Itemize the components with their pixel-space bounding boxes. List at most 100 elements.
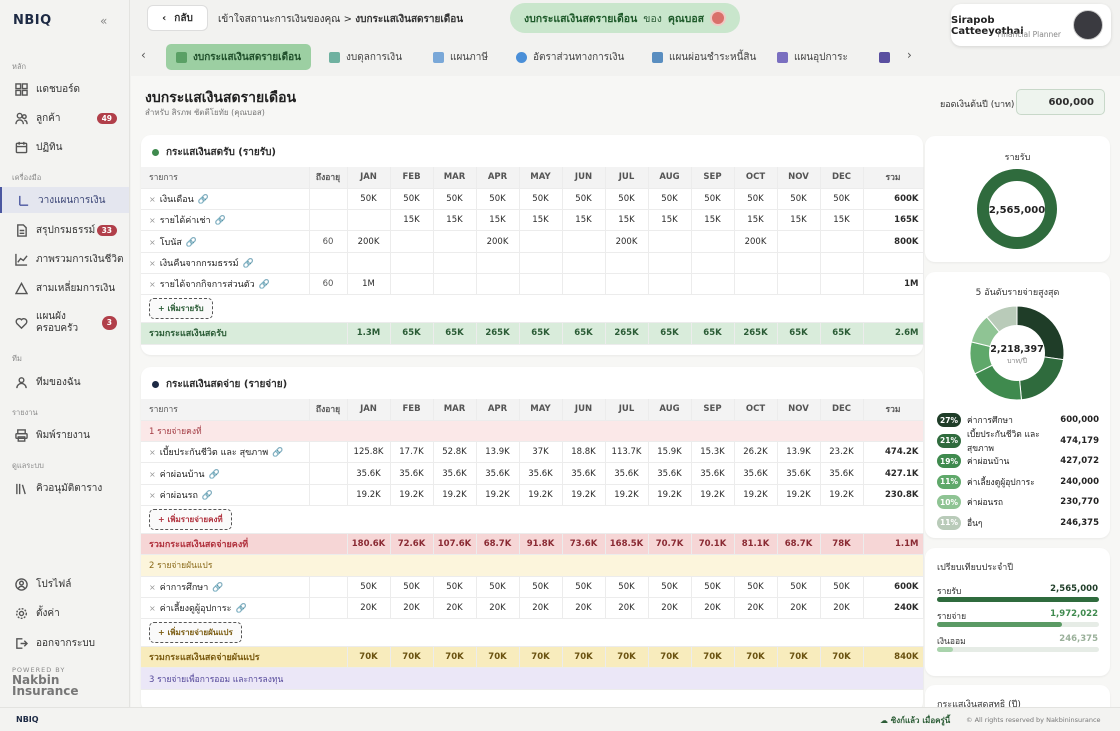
remove-icon[interactable]: × xyxy=(149,490,156,500)
month-cell[interactable]: 50K xyxy=(820,576,864,598)
month-cell[interactable] xyxy=(777,230,821,253)
month-cell[interactable]: 20K xyxy=(476,597,520,620)
back-button[interactable]: ‹ กลับ xyxy=(147,5,208,31)
month-cell[interactable] xyxy=(433,230,477,253)
link-icon[interactable]: 🔗 xyxy=(258,280,270,291)
sidebar-item-customers[interactable]: ลูกค้า 49 xyxy=(0,105,129,131)
month-cell[interactable]: 15K xyxy=(648,209,692,232)
month-cell[interactable]: 200K xyxy=(476,230,520,253)
remove-icon[interactable]: × xyxy=(149,604,156,614)
month-cell[interactable]: 26.2K xyxy=(734,441,778,464)
row-label[interactable]: ค่าเลี้ยงดูผู้อุปการะ xyxy=(159,604,232,615)
month-cell[interactable] xyxy=(390,252,434,274)
month-cell[interactable]: 50K xyxy=(605,576,649,598)
month-cell[interactable]: 15K xyxy=(562,209,606,232)
chevron-left-icon[interactable]: ‹ xyxy=(141,48,146,62)
remove-icon[interactable]: × xyxy=(149,582,156,592)
month-cell[interactable]: 19.2K xyxy=(605,484,649,506)
month-cell[interactable]: 50K xyxy=(648,576,692,598)
chevrons-left-icon[interactable]: « xyxy=(100,14,108,28)
link-icon[interactable]: 🔗 xyxy=(212,582,224,593)
sidebar-item-family-tree[interactable]: แผนผัง ครอบครัว 3 xyxy=(0,306,129,340)
month-cell[interactable]: 50K xyxy=(390,576,434,598)
remove-icon[interactable]: × xyxy=(149,448,156,458)
month-cell[interactable]: 19.2K xyxy=(820,484,864,506)
row-label[interactable]: รายได้ค่าเช่า xyxy=(159,216,211,227)
age-cell[interactable] xyxy=(309,188,348,211)
month-cell[interactable]: 19.2K xyxy=(347,484,391,506)
tab-monthly-cashflow[interactable]: งบกระแสเงินสดรายเดือน xyxy=(166,44,311,70)
month-cell[interactable] xyxy=(691,252,735,274)
month-cell[interactable]: 50K xyxy=(777,188,821,211)
month-cell[interactable] xyxy=(347,252,391,274)
month-cell[interactable]: 52.8K xyxy=(433,441,477,464)
sidebar-item-approval-queue[interactable]: คิวอนุมัติตาราง xyxy=(0,475,129,501)
remove-icon[interactable]: × xyxy=(149,258,156,268)
month-cell[interactable] xyxy=(734,273,778,296)
month-cell[interactable]: 50K xyxy=(433,576,477,598)
tab-dependents[interactable]: แผนอุปการะ xyxy=(767,44,858,70)
age-cell[interactable]: 60 xyxy=(309,230,348,253)
month-cell[interactable]: 15K xyxy=(433,209,477,232)
month-cell[interactable] xyxy=(691,273,735,296)
breadcrumb-item[interactable]: เข้าใจสถานะการเงินของคุณ xyxy=(218,14,341,25)
month-cell[interactable]: 50K xyxy=(648,188,692,211)
month-cell[interactable] xyxy=(820,230,864,253)
month-cell[interactable]: 20K xyxy=(605,597,649,620)
month-cell[interactable] xyxy=(347,209,391,232)
month-cell[interactable]: 17.7K xyxy=(390,441,434,464)
month-cell[interactable]: 35.6K xyxy=(476,462,520,485)
remove-icon[interactable]: × xyxy=(149,216,156,226)
add-variable-expense-button[interactable]: + เพิ่มรายจ่ายผันแปร xyxy=(149,622,242,644)
age-cell[interactable] xyxy=(309,484,348,506)
month-cell[interactable]: 50K xyxy=(433,188,477,211)
month-cell[interactable]: 15K xyxy=(691,209,735,232)
sidebar-item-settings[interactable]: ตั้งค่า xyxy=(0,600,129,626)
age-cell[interactable] xyxy=(309,462,348,485)
month-cell[interactable] xyxy=(433,252,477,274)
month-cell[interactable]: 19.2K xyxy=(433,484,477,506)
sidebar-item-calendar[interactable]: ปฏิทิน xyxy=(0,134,129,160)
link-icon[interactable]: 🔗 xyxy=(197,194,210,205)
add-fixed-expense-button[interactable]: + เพิ่มรายจ่ายคงที่ xyxy=(149,508,232,530)
month-cell[interactable]: 13.9K xyxy=(777,441,821,464)
month-cell[interactable]: 35.6K xyxy=(777,462,821,485)
link-icon[interactable]: 🔗 xyxy=(208,469,220,480)
remove-icon[interactable]: × xyxy=(149,469,156,479)
month-cell[interactable]: 19.2K xyxy=(777,484,821,506)
age-cell[interactable]: 60 xyxy=(309,273,348,296)
month-cell[interactable]: 50K xyxy=(476,188,520,211)
month-cell[interactable]: 20K xyxy=(691,597,735,620)
tab-education[interactable] xyxy=(869,44,909,70)
tab-balance-sheet[interactable]: งบดุลการเงิน xyxy=(319,44,412,70)
month-cell[interactable] xyxy=(605,252,649,274)
month-cell[interactable] xyxy=(433,273,477,296)
row-label[interactable]: เงินเดือน xyxy=(159,194,194,205)
month-cell[interactable]: 35.6K xyxy=(562,462,606,485)
link-icon[interactable]: 🔗 xyxy=(242,258,254,269)
month-cell[interactable]: 35.6K xyxy=(347,462,391,485)
age-cell[interactable] xyxy=(309,252,348,274)
month-cell[interactable] xyxy=(734,252,778,274)
month-cell[interactable]: 13.9K xyxy=(476,441,520,464)
tab-tax-plan[interactable]: แผนภาษี xyxy=(423,44,498,70)
month-cell[interactable]: 50K xyxy=(562,188,606,211)
month-cell[interactable]: 35.6K xyxy=(519,462,563,485)
month-cell[interactable] xyxy=(476,273,520,296)
month-cell[interactable]: 18.8K xyxy=(562,441,606,464)
opening-balance-input[interactable]: 600,000 xyxy=(1016,89,1105,115)
user-card[interactable]: Sirapob Catteeyothai Financial Planner xyxy=(951,4,1111,46)
month-cell[interactable]: 20K xyxy=(433,597,477,620)
month-cell[interactable]: 15K xyxy=(605,209,649,232)
link-icon[interactable]: 🔗 xyxy=(185,237,198,248)
month-cell[interactable]: 20K xyxy=(820,597,864,620)
month-cell[interactable]: 20K xyxy=(648,597,692,620)
month-cell[interactable]: 50K xyxy=(691,188,735,211)
month-cell[interactable]: 50K xyxy=(519,188,563,211)
month-cell[interactable]: 200K xyxy=(347,230,391,253)
month-cell[interactable] xyxy=(390,230,434,253)
month-cell[interactable]: 50K xyxy=(734,188,778,211)
chevron-right-icon[interactable]: › xyxy=(907,48,912,62)
month-cell[interactable]: 19.2K xyxy=(519,484,563,506)
app-logo[interactable]: NBIQ xyxy=(13,13,52,28)
